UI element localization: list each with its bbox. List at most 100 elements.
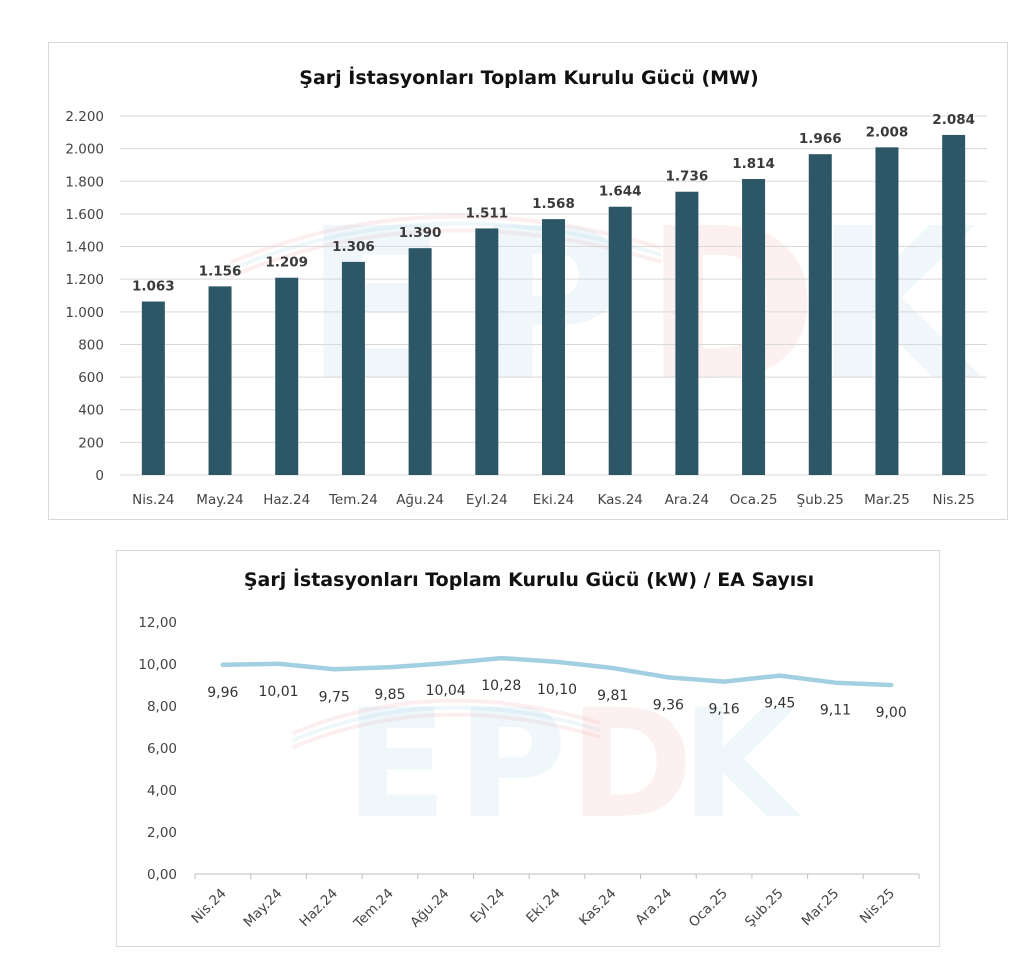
bar-chart-x-tick-label: Ara.24 [665, 492, 710, 508]
bar-chart-x-tick-label: Mar.25 [864, 492, 910, 508]
line-chart-x-tick-label: Nis.25 [857, 886, 898, 927]
line-chart-x-tick-label: Haz.24 [297, 886, 342, 931]
bar [808, 154, 832, 475]
line-chart-y-tick-label: 2,00 [147, 825, 177, 841]
bar-chart-x-tick-label: Oca.25 [730, 492, 778, 508]
watermark-swoosh [229, 221, 662, 272]
bar-chart-x-tick-label: Kas.24 [597, 492, 642, 508]
bar-chart-y-tick-label: 1.600 [65, 207, 104, 223]
bar-value-label: 1.156 [199, 263, 242, 279]
line-chart-x-tick-label: Eyl.24 [467, 886, 508, 927]
line-chart-y-tick-label: 8,00 [147, 699, 177, 715]
bar-chart-x-tick-label: Ağu.24 [396, 492, 444, 508]
line-point-value-label: 9,16 [708, 702, 739, 718]
watermark-letter: D [569, 678, 694, 852]
bar-value-label: 1.814 [732, 156, 775, 172]
bar-value-label: 1.063 [132, 279, 175, 295]
line-chart-x-tick-label: Ağu.24 [407, 886, 452, 931]
line-point-value-label: 9,00 [876, 705, 907, 721]
line-chart-y-tick-label: 12,00 [138, 615, 177, 631]
bar-chart-x-tick-label: Haz.24 [263, 492, 310, 508]
bar-value-label: 1.644 [599, 184, 642, 200]
line-chart-y-axis: 0,00 2,00 4,00 6,00 8,00 10,00 12,00 [138, 615, 177, 883]
line-chart-x-tick-label: May.24 [240, 886, 285, 931]
bar-value-label: 1.209 [265, 255, 308, 271]
watermark-swoosh [229, 228, 662, 279]
bar-chart-y-tick-label: 1.800 [65, 174, 104, 190]
bar-chart-data-labels: 1.063 1.156 1.209 1.306 1.390 1.511 1.568 1.644… [132, 112, 975, 295]
bar-chart-y-tick-label: 600 [78, 370, 104, 386]
line-chart-x-tick-label: Kas.24 [576, 886, 619, 929]
watermark-swoosh [291, 712, 601, 750]
bar-chart-y-tick-label: 200 [78, 435, 104, 451]
line-chart-data-labels: 9,96 10,01 9,75 9,85 10,04 10,28 10,10 9,81 9,36… [207, 678, 906, 721]
line-chart-title: Şarj İstasyonları Toplam Kurulu Gücü (kW… [244, 567, 814, 591]
bar-value-label: 1.511 [465, 205, 508, 221]
bar-chart-y-tick-label: 800 [78, 337, 104, 353]
bar-value-label: 1.390 [399, 225, 442, 241]
bar-chart-x-tick-label: Nis.25 [932, 492, 974, 508]
bar-chart-x-tick-label: Tem.24 [328, 492, 378, 508]
bar-chart-x-tick-label: Şub.25 [797, 492, 844, 508]
bar-chart-x-tick-label: Eyl.24 [466, 492, 508, 508]
line-point-value-label: 10,10 [537, 682, 577, 698]
bar-chart-x-axis: Nis.24 May.24 Haz.24 Tem.24 Ağu.24 Eyl.24 Eki.… [132, 492, 975, 508]
line-point-value-label: 9,11 [820, 703, 851, 719]
line-point-value-label: 10,01 [258, 684, 298, 700]
bar-chart-bars [141, 134, 966, 476]
line-chart-x-tick-label: Ara.24 [632, 886, 675, 929]
bar [875, 147, 899, 475]
line-chart-x-tick-label: Tem.24 [350, 886, 397, 933]
bar-value-label: 1.306 [332, 239, 375, 255]
bar-chart-y-tick-label: 400 [78, 403, 104, 419]
bar-chart-y-axis: 0 200 400 600 800 1.000 1.200 1.400 1.600 1.800 2.… [65, 109, 104, 484]
line-chart-x-tick-label: Şub.25 [742, 886, 787, 931]
bar-value-label: 1.568 [532, 196, 575, 212]
bar-chart-y-tick-label: 0 [95, 468, 104, 484]
line-point-value-label: 10,04 [426, 683, 466, 699]
line-series-path [220, 655, 894, 688]
bar [275, 277, 299, 475]
bar [341, 261, 365, 475]
bar-value-label: 2.084 [932, 112, 975, 128]
line-chart-y-tick-label: 6,00 [147, 741, 177, 757]
line-chart-y-tick-label: 0,00 [147, 867, 177, 883]
line-chart-x-tick-label: Oca.25 [686, 886, 731, 931]
watermark-letter: E [345, 678, 447, 852]
line-chart-y-tick-label: 4,00 [147, 783, 177, 799]
bar-chart-y-tick-label: 1.000 [65, 305, 104, 321]
line-chart-x-tick-label: Nis.24 [188, 886, 229, 927]
watermark-swoosh [291, 698, 601, 736]
line-point-value-label: 9,36 [653, 697, 684, 713]
bar-chart-title: Şarj İstasyonları Toplam Kurulu Gücü (MW… [299, 65, 758, 89]
line-point-value-label: 9,75 [319, 689, 350, 705]
bar-value-label: 1.966 [799, 131, 842, 147]
bar-chart-y-tick-label: 2.000 [65, 142, 104, 158]
watermark-letter: D [644, 183, 818, 428]
watermark-letter: K [681, 678, 802, 852]
line-point-value-label: 9,81 [597, 688, 628, 704]
line-point-value-label: 9,45 [764, 696, 795, 712]
bar-value-label: 1.736 [666, 169, 709, 185]
bar-chart-y-tick-label: 2.200 [65, 109, 104, 125]
line-chart-y-tick-label: 10,00 [138, 657, 177, 673]
watermark-swoosh [291, 705, 601, 743]
bar [475, 228, 499, 475]
line-chart-x-tick-label: Eki.24 [523, 886, 564, 927]
bar-chart-x-tick-label: May.24 [196, 492, 243, 508]
bar-chart-y-tick-label: 1.200 [65, 272, 104, 288]
line-chart-x-axis: Nis.24 May.24 Haz.24 Tem.24 Ağu.24 Eyl.24 Eki.… [188, 873, 920, 933]
bar-chart-x-tick-label: Eki.24 [533, 492, 575, 508]
bar [675, 191, 699, 475]
watermark-letter: P [457, 678, 567, 852]
line-chart-x-tick-label: Mar.25 [799, 886, 843, 930]
line-chart-series [220, 655, 894, 688]
line-point-value-label: 10,28 [481, 678, 521, 694]
watermark-swoosh [229, 214, 662, 265]
bar-value-label: 2.008 [866, 124, 909, 140]
bar [608, 206, 632, 475]
bar [208, 286, 232, 475]
